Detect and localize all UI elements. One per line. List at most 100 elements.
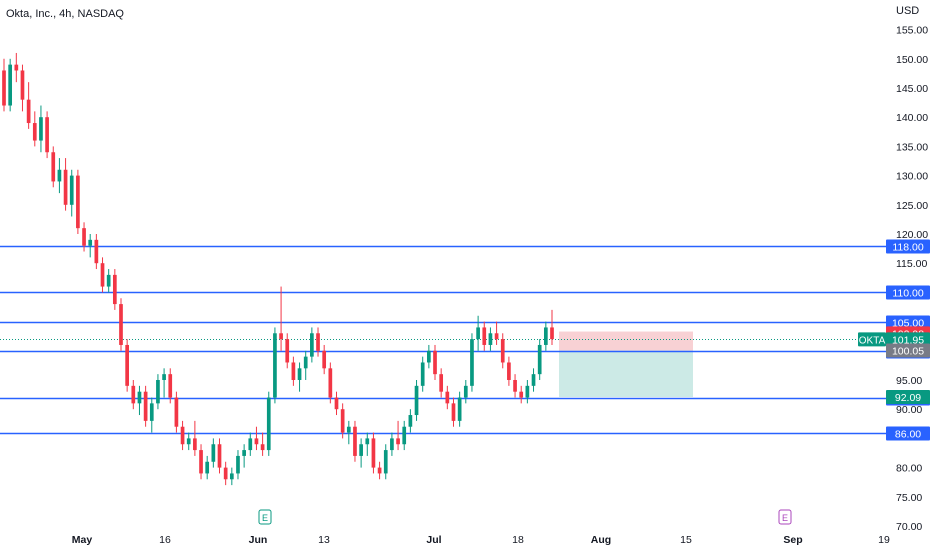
candle-body[interactable] [507, 362, 511, 380]
candle-body[interactable] [236, 455, 240, 474]
candle-body[interactable] [266, 397, 271, 451]
candle-body[interactable] [106, 274, 111, 287]
candle-body[interactable] [531, 374, 536, 386]
candle-body[interactable] [51, 152, 56, 182]
candle-body[interactable] [525, 385, 530, 398]
candle-body[interactable] [402, 426, 407, 445]
candle-body[interactable] [254, 438, 259, 445]
candle-body[interactable] [100, 263, 105, 287]
candle-body[interactable] [180, 426, 185, 445]
candle-body[interactable] [174, 397, 179, 427]
candle-body[interactable] [476, 327, 480, 340]
candle-body[interactable] [193, 438, 197, 451]
candle-body[interactable] [82, 228, 86, 246]
candle-body[interactable] [45, 117, 49, 153]
candle-body[interactable] [242, 450, 246, 456]
candle-body[interactable] [414, 385, 419, 416]
candle-body[interactable] [445, 391, 450, 404]
candle-body[interactable] [260, 444, 265, 451]
candle-body[interactable] [390, 438, 394, 451]
candle-body[interactable] [137, 391, 142, 404]
candle-body[interactable] [112, 274, 117, 305]
earnings-marker[interactable] [258, 509, 272, 525]
candle-body[interactable] [223, 467, 228, 480]
candle-body[interactable] [408, 415, 413, 427]
candle-body[interactable] [143, 391, 148, 421]
y-tick-label: 140.00 [896, 112, 928, 124]
candle-body[interactable] [162, 374, 166, 380]
candle-body[interactable] [316, 333, 320, 351]
y-tick-label: 135.00 [896, 141, 928, 153]
candle-body[interactable] [69, 175, 74, 205]
candle-body[interactable] [217, 444, 222, 468]
candle-body[interactable] [149, 403, 154, 421]
candle-body[interactable] [470, 339, 474, 386]
candle-body[interactable] [420, 362, 425, 386]
candle-body[interactable] [94, 239, 99, 264]
earnings-marker-label: E [782, 513, 788, 523]
candle-body[interactable] [291, 362, 296, 380]
candle-body[interactable] [451, 403, 456, 421]
candle-body[interactable] [427, 350, 431, 363]
candle-body[interactable] [125, 344, 129, 386]
candle-body[interactable] [500, 339, 505, 363]
candle-body[interactable] [396, 438, 400, 445]
candle-body[interactable] [20, 70, 25, 100]
candle-body[interactable] [156, 380, 160, 404]
y-tick-label: 80.00 [896, 463, 922, 475]
candle-body[interactable] [494, 333, 499, 340]
candle-body[interactable] [365, 438, 370, 445]
candle-body[interactable] [39, 117, 43, 141]
candle-body[interactable] [211, 444, 216, 462]
candle-body[interactable] [199, 450, 203, 474]
candle-body[interactable] [340, 409, 345, 433]
y-tick-label: 130.00 [896, 171, 928, 183]
candle-body[interactable] [279, 333, 283, 340]
candle-body[interactable] [168, 374, 173, 398]
candle-body[interactable] [537, 344, 542, 375]
candle-body[interactable] [32, 123, 37, 141]
candle-body[interactable] [2, 70, 6, 106]
candle-body[interactable] [463, 385, 468, 398]
candle-body[interactable] [8, 64, 13, 106]
candle-body[interactable] [297, 368, 302, 380]
candle-body[interactable] [303, 356, 308, 369]
candle-body[interactable] [63, 169, 68, 205]
candle-body[interactable] [543, 327, 548, 345]
x-tick-label: 18 [512, 534, 524, 546]
candle-body[interactable] [488, 333, 493, 345]
candle-body[interactable] [383, 450, 388, 474]
candle-body[interactable] [131, 385, 136, 404]
candle-body[interactable] [328, 368, 333, 398]
candle-body[interactable] [26, 99, 31, 124]
candle-body[interactable] [14, 64, 19, 71]
candle-body[interactable] [186, 438, 191, 445]
candle-body[interactable] [119, 304, 123, 345]
candle-body[interactable] [439, 374, 444, 392]
candle-body[interactable] [205, 461, 210, 474]
candle-body[interactable] [482, 327, 487, 345]
candle-body[interactable] [550, 327, 554, 340]
candle-body[interactable] [229, 473, 234, 480]
candle-body[interactable] [433, 350, 437, 375]
candle-body[interactable] [334, 397, 339, 410]
candle-body[interactable] [519, 391, 524, 398]
candle-body[interactable] [285, 339, 290, 363]
candle-body[interactable] [248, 438, 253, 451]
candle-body[interactable] [57, 169, 62, 182]
y-tick-label: 155.00 [896, 25, 928, 37]
candle-body[interactable] [377, 467, 382, 474]
candle-body[interactable] [322, 350, 327, 369]
candle-body[interactable] [76, 175, 80, 229]
candle-body[interactable] [457, 397, 462, 421]
candle-body[interactable] [88, 239, 93, 246]
candle-body[interactable] [353, 426, 357, 456]
candle-body[interactable] [371, 438, 376, 468]
candle-body[interactable] [513, 380, 517, 392]
earnings-marker[interactable] [778, 509, 792, 525]
candle-body[interactable] [346, 426, 351, 433]
candle-body[interactable] [310, 333, 314, 357]
candle-body[interactable] [359, 444, 363, 456]
candle-body[interactable] [273, 333, 277, 398]
